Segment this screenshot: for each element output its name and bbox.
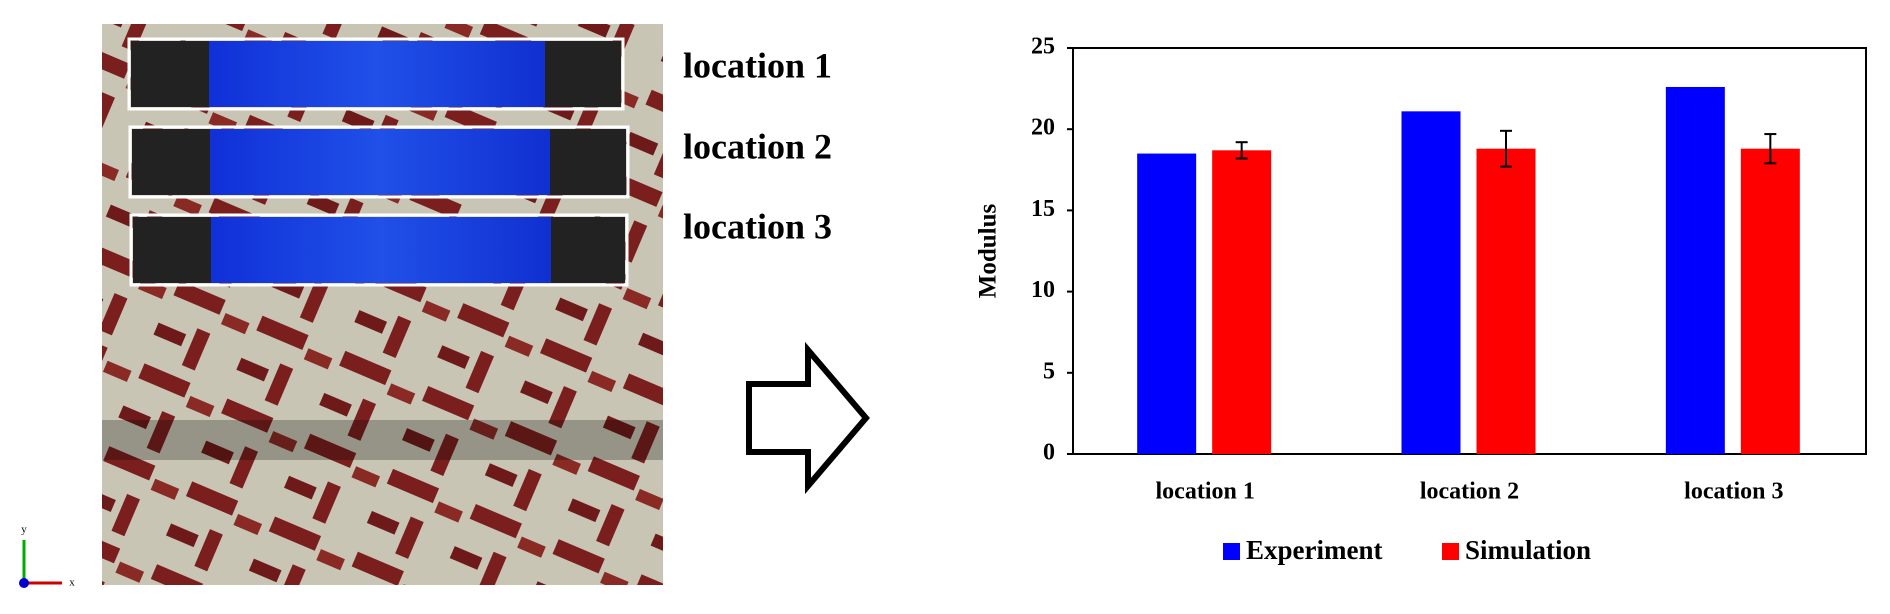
x-tick-label: location 1	[1156, 479, 1255, 505]
x-tick-label: location 3	[1684, 479, 1783, 505]
bar	[1476, 148, 1536, 455]
error-bar	[1764, 133, 1777, 165]
location-label: location 3	[683, 206, 832, 246]
error-bar	[1500, 129, 1512, 168]
bar	[1665, 86, 1725, 454]
triad-label: x	[69, 577, 75, 589]
location-label: location 1	[683, 45, 832, 85]
y-tick-label: 25	[1031, 34, 1055, 60]
y-tick-label: 15	[1031, 196, 1055, 222]
bar	[1137, 153, 1197, 454]
fiber-model	[102, 24, 663, 585]
location-label: location 2	[683, 126, 832, 166]
plot-frame	[1072, 47, 1867, 455]
y-tick-label: 0	[1043, 440, 1055, 466]
bar	[1212, 150, 1272, 454]
legend-swatch	[1223, 543, 1240, 560]
specimen-1	[127, 37, 625, 111]
legend-swatch	[1442, 543, 1459, 560]
triad-label: y	[21, 524, 27, 536]
specimen-2	[128, 125, 630, 199]
error-bar	[1235, 141, 1248, 160]
simulation-image: y x location 1 location 2 location 3	[19, 24, 832, 589]
triad: y x	[19, 524, 75, 589]
arrow	[746, 341, 870, 495]
legend-label: Experiment	[1246, 535, 1382, 565]
bar	[1740, 148, 1800, 455]
x-tick-label: location 2	[1420, 479, 1519, 505]
y-axis-label: Modulus	[975, 203, 1002, 298]
y-tick-label: 5	[1043, 358, 1055, 384]
specimen-3	[129, 213, 629, 287]
y-tick-label: 20	[1031, 115, 1055, 141]
bar	[1401, 111, 1461, 454]
legend-label: Simulation	[1465, 535, 1591, 565]
shadow-band	[102, 420, 663, 460]
y-tick-label: 10	[1031, 277, 1055, 303]
